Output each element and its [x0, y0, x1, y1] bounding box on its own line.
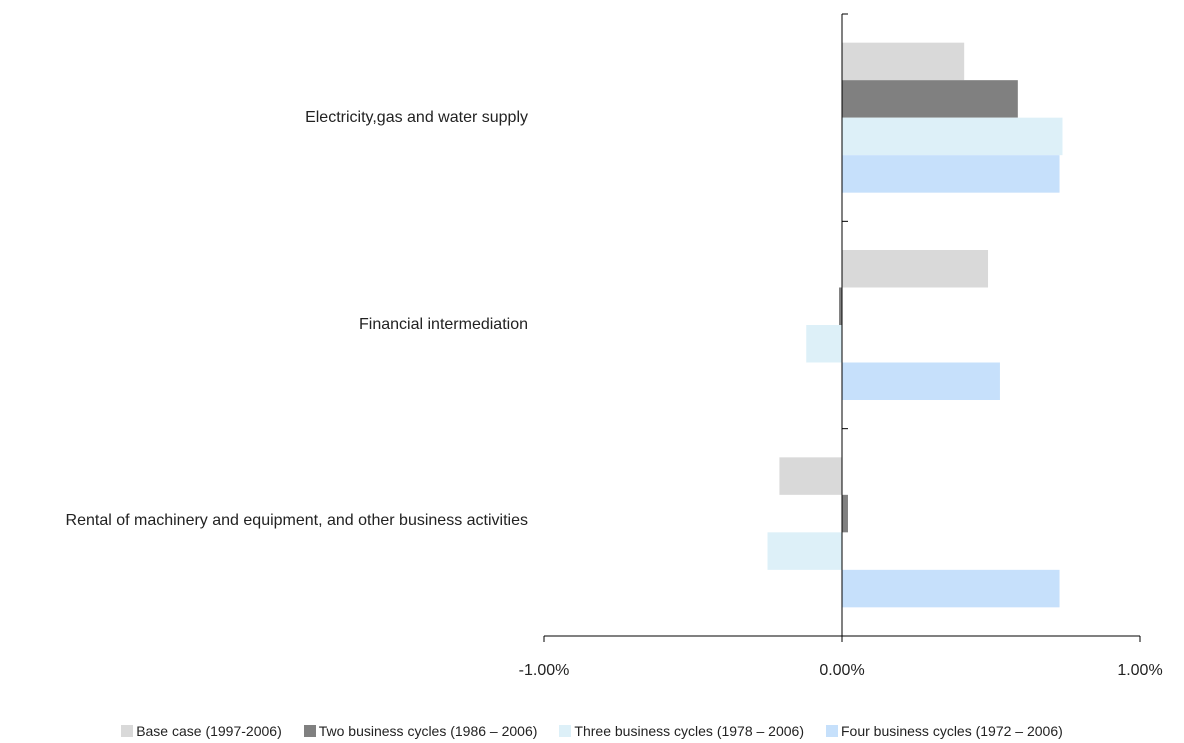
- bar: [842, 42, 965, 81]
- legend: Base case (1997-2006) Two business cycles…: [0, 723, 1184, 739]
- legend-swatch: [826, 725, 838, 737]
- x-tick-label: 0.00%: [819, 662, 864, 679]
- category-label: Financial intermediation: [359, 316, 528, 333]
- bar: [842, 155, 1060, 193]
- legend-swatch: [121, 725, 134, 737]
- legend-label: Two business cycles (1986 – 2006): [318, 723, 538, 739]
- x-tick-label: 1.00%: [1117, 662, 1162, 679]
- legend-item: Four business cycles (1972 – 2006): [826, 723, 1063, 739]
- legend-label: Three business cycles (1978 – 2006): [574, 723, 804, 739]
- bar: [842, 117, 1063, 156]
- bar: [842, 494, 848, 533]
- legend-label: Base case (1997-2006): [136, 723, 282, 739]
- bar: [842, 80, 1018, 118]
- legend-item: Base case (1997-2006): [121, 723, 282, 739]
- bar: [842, 250, 989, 288]
- legend-swatch: [303, 725, 316, 737]
- bar: [779, 457, 842, 495]
- bar: [842, 362, 1000, 400]
- bar: [839, 287, 842, 325]
- bar: [806, 325, 842, 363]
- category-label: Rental of machinery and equipment, and o…: [65, 512, 528, 530]
- legend-swatch: [559, 725, 572, 737]
- legend-item: Three business cycles (1978 – 2006): [559, 723, 804, 739]
- legend-item: Two business cycles (1986 – 2006): [303, 723, 538, 739]
- category-label: Electricity,gas and water supply: [305, 108, 528, 126]
- bar: [767, 532, 842, 570]
- bar: [842, 569, 1060, 608]
- legend-label: Four business cycles (1972 – 2006): [841, 723, 1063, 739]
- x-tick-label: -1.00%: [519, 662, 570, 679]
